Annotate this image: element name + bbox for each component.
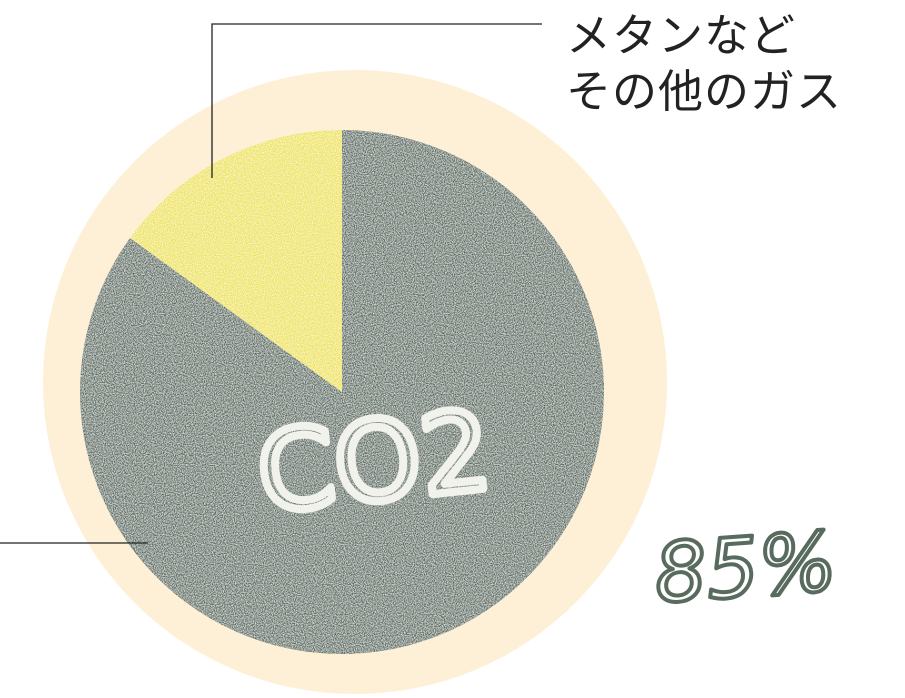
pie-slice-other-gases [130, 130, 342, 392]
leader-lines [0, 23, 542, 544]
pie-slices [79, 130, 604, 654]
other-gases-label-line-2: その他のガス [566, 65, 843, 118]
other-gases-label-line-1: メタンなど [566, 9, 797, 62]
co2-slice-label: CO2 [251, 386, 496, 538]
co2-percent-label: 85% [651, 515, 839, 622]
other-gases-label: メタンなど その他のガス [566, 8, 842, 120]
leader-line-other [211, 23, 542, 178]
